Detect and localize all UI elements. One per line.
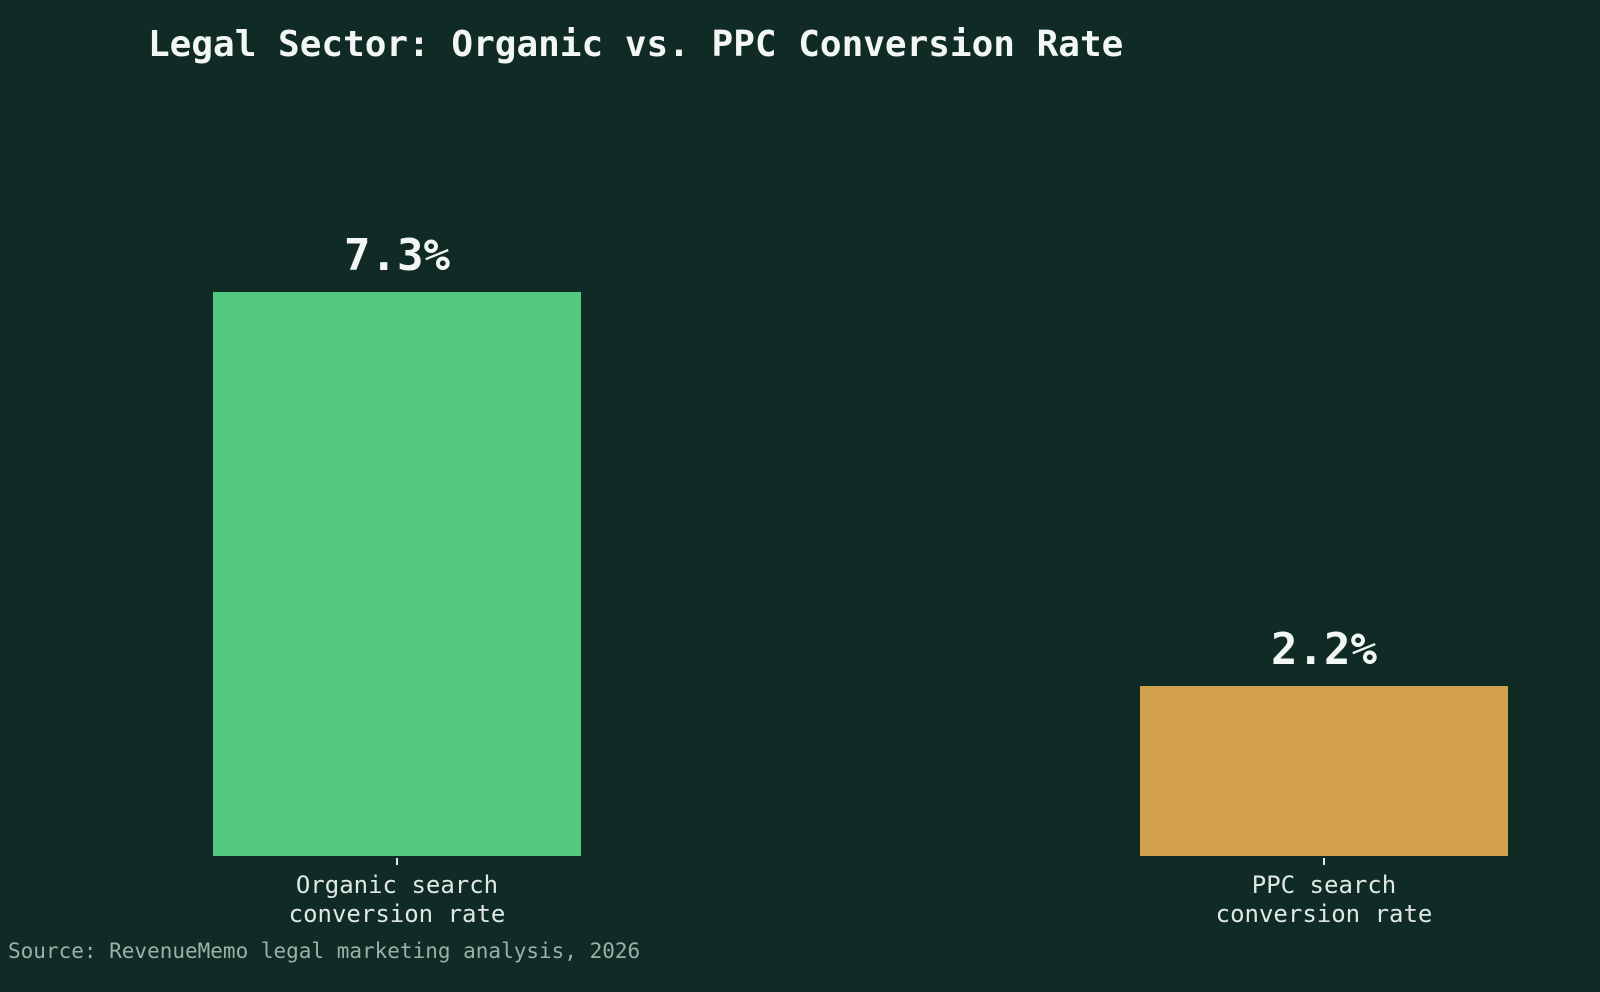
chart-title: Legal Sector: Organic vs. PPC Conversion…	[148, 24, 1123, 65]
value-label-0: 7.3%	[344, 230, 450, 281]
bar-1	[1140, 686, 1508, 856]
x-tick-label-0: Organic search conversion rate	[289, 871, 506, 928]
value-labels-layer: 7.3% 2.2%	[344, 230, 1377, 675]
source-note: Source: RevenueMemo legal marketing anal…	[8, 939, 640, 963]
bars-layer	[213, 292, 1508, 856]
value-label-1: 2.2%	[1271, 624, 1377, 675]
x-tick-label-1: PPC search conversion rate	[1216, 871, 1433, 928]
x-axis: Organic search conversion rate PPC search c…	[289, 858, 1433, 928]
bar-0	[213, 292, 581, 856]
